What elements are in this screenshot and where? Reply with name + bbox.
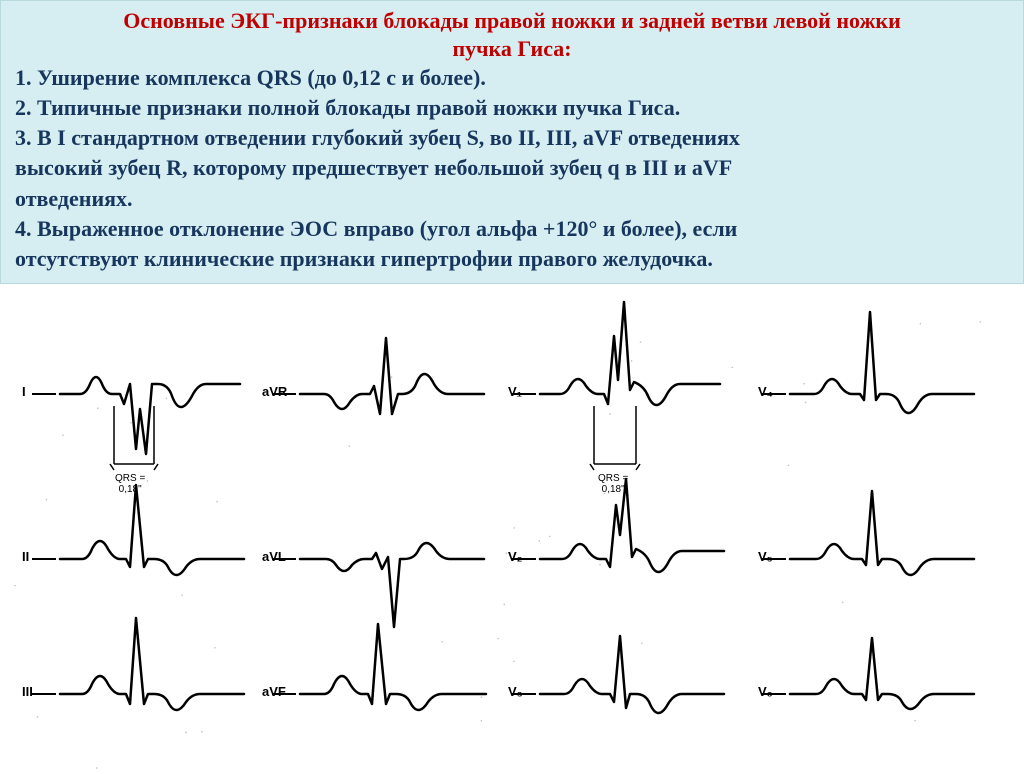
lead-label-V4: V₄ [758,384,773,399]
title-line-1: Основные ЭКГ-признаки блокады правой нож… [123,8,901,33]
lead-label-aVR: aVR [262,384,287,399]
lead-label-V3: V₃ [508,684,523,699]
slide-title: Основные ЭКГ-признаки блокады правой нож… [15,7,1009,62]
ecg-diagram: I aVR V₁ V₄ II aVL V₂ V₅ III aVF V₃ V₆ Q… [0,284,1024,774]
bullet-1: 1. Уширение комплекса QRS (до 0,12 с и б… [15,64,1009,92]
bullet-3c: отведениях. [15,185,1009,213]
lead-label-V5: V₅ [758,549,773,564]
qrs-annotation-lead-V1: QRS = 0,18" [598,474,628,495]
slide-body: 1. Уширение комплекса QRS (до 0,12 с и б… [15,64,1009,273]
lead-label-V2: V₂ [508,549,522,564]
lead-label-I: I [22,384,26,399]
ecg-svg [0,284,1024,774]
bullet-2: 2. Типичные признаки полной блокады прав… [15,94,1009,122]
lead-label-III: III [22,684,33,699]
bullet-4b: отсутствуют клинические признаки гипертр… [15,245,1009,273]
lead-label-aVF: aVF [262,684,286,699]
qrs-annotation-lead-I: QRS = 0,18" [115,474,145,495]
lead-label-V1: V₁ [508,384,522,399]
lead-label-II: II [22,549,29,564]
lead-label-V6: V₆ [758,684,773,699]
bullet-3a: 3. В I стандартном отведении глубокий зу… [15,124,1009,152]
bullet-4a: 4. Выраженное отклонение ЭОС вправо (уго… [15,215,1009,243]
info-panel: Основные ЭКГ-признаки блокады правой нож… [0,0,1024,284]
lead-label-aVL: aVL [262,549,286,564]
title-line-2: пучка Гиса: [452,36,571,61]
bullet-3b: высокий зубец R, которому предшествует н… [15,154,1009,182]
